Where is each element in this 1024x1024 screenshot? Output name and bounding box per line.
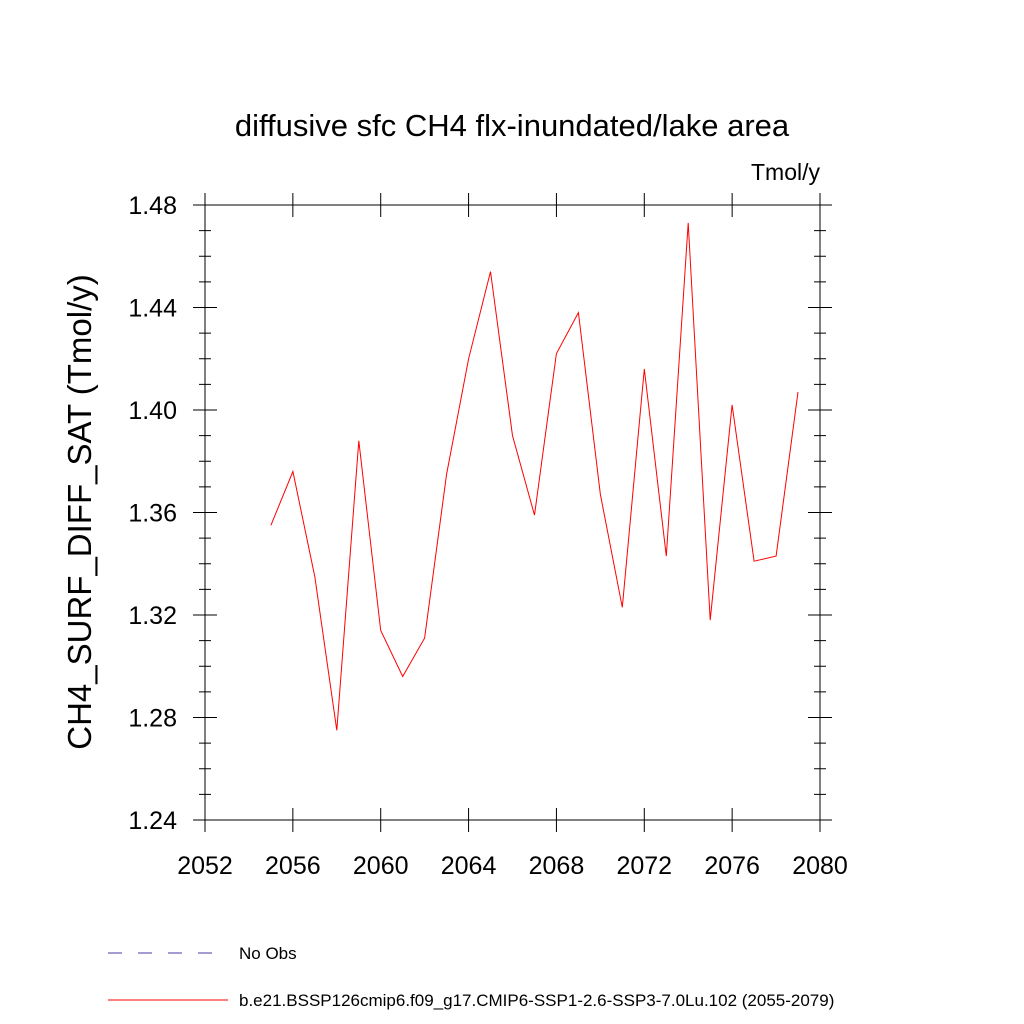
data-point: [710, 620, 711, 621]
data-point: [754, 561, 755, 562]
legend-label-series: b.e21.BSSP126cmip6.f09_g17.CMIP6-SSP1-2.…: [239, 991, 834, 1010]
y-tick-label: 1.28: [128, 705, 177, 733]
legend-label-no-obs: No Obs: [239, 944, 297, 963]
units-label: Tmol/y: [751, 159, 821, 185]
y-tick-label: 1.44: [128, 295, 177, 323]
data-point: [446, 473, 447, 474]
y-tick-label: 1.48: [128, 192, 177, 220]
x-tick-label: 2068: [529, 852, 585, 880]
data-point: [424, 637, 425, 638]
x-tick-label: 2072: [616, 852, 672, 880]
x-tick-label: 2060: [353, 852, 409, 880]
data-point: [292, 471, 293, 472]
chart-title: diffusive sfc CH4 flx-inundated/lake are…: [235, 108, 790, 143]
data-point: [578, 312, 579, 313]
data-point: [732, 404, 733, 405]
data-point: [468, 358, 469, 359]
data-point: [314, 576, 315, 577]
data-point: [600, 494, 601, 495]
data-point: [512, 435, 513, 436]
data-point: [402, 676, 403, 677]
series-line: [270, 222, 799, 731]
x-tick-label: 2052: [177, 852, 233, 880]
legend: No Obs b.e21.BSSP126cmip6.f09_g17.CMIP6-…: [108, 944, 834, 1010]
data-point: [775, 555, 776, 556]
data-point: [358, 440, 359, 441]
y-tick-label: 1.24: [128, 807, 177, 835]
x-tick-label: 2076: [704, 852, 760, 880]
data-point: [534, 514, 535, 515]
plot-frame: [204, 204, 821, 821]
data-point: [622, 607, 623, 608]
data-point: [380, 630, 381, 631]
data-point: [688, 222, 689, 223]
data-point: [556, 353, 557, 354]
data-point: [797, 391, 798, 392]
data-point: [336, 730, 337, 731]
y-tick-label: 1.40: [128, 397, 177, 425]
x-tick-label: 2064: [441, 852, 497, 880]
data-point: [270, 525, 271, 526]
data-point: [490, 271, 491, 272]
y-axis-label: CH4_SURF_DIFF_SAT (Tmol/y): [61, 274, 98, 750]
data-point: [644, 368, 645, 369]
x-tick-label: 2080: [792, 852, 848, 880]
y-tick-label: 1.36: [128, 500, 177, 528]
x-tick-label: 2056: [265, 852, 321, 880]
data-point: [666, 555, 667, 556]
y-tick-label: 1.32: [128, 602, 177, 630]
